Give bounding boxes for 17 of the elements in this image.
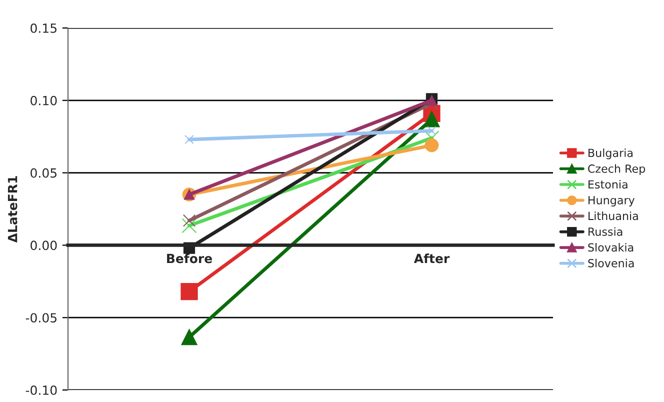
legend-label: Bulgaria xyxy=(588,148,633,160)
x-tick-label: Before xyxy=(167,254,212,264)
legend-label: Slovenia xyxy=(588,258,634,268)
legend-label: Slovakia xyxy=(588,243,634,252)
legend-label: Russia xyxy=(588,227,622,236)
y-tick-label: 0.10 xyxy=(30,96,57,106)
y-tick-label: 0.05 xyxy=(30,168,56,178)
legend-label: Hungary xyxy=(588,196,635,206)
y-tick-label: 0.00 xyxy=(30,240,57,250)
y-tick-label: -0.10 xyxy=(26,385,57,395)
y-axis-title: ΔLateFR1 xyxy=(8,176,18,243)
y-tick-label: 0.15 xyxy=(30,23,56,33)
y-tick-label: -0.05 xyxy=(26,313,56,323)
legend-label: Lithuania xyxy=(588,212,638,220)
legend-label: Czech Rep xyxy=(588,164,646,175)
legend-label: Estonia xyxy=(588,180,628,189)
x-tick-label: After xyxy=(414,254,450,264)
